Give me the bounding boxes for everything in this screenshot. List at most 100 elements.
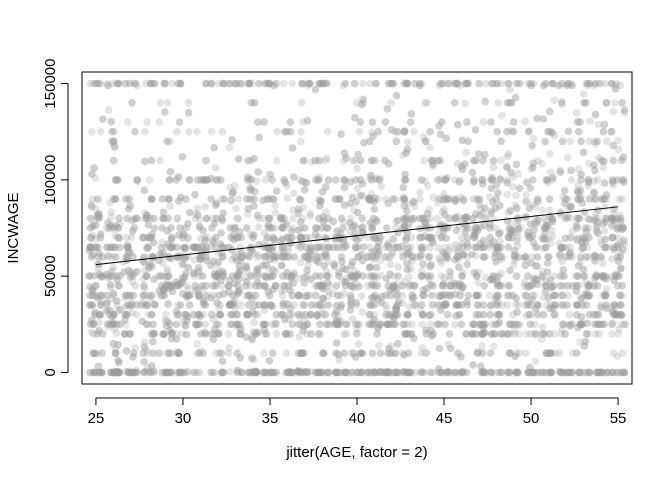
data-point bbox=[404, 200, 413, 208]
data-point bbox=[602, 368, 611, 377]
data-point bbox=[581, 224, 589, 232]
data-point bbox=[382, 320, 391, 329]
data-point bbox=[333, 311, 342, 320]
data-point bbox=[394, 301, 402, 309]
data-point bbox=[321, 156, 330, 165]
data-point bbox=[608, 320, 616, 329]
data-point bbox=[441, 210, 449, 219]
data-point bbox=[470, 330, 479, 338]
data-point bbox=[542, 301, 551, 309]
data-point bbox=[590, 137, 599, 146]
data-point bbox=[591, 166, 599, 175]
data-point bbox=[88, 195, 97, 203]
data-point bbox=[487, 79, 496, 88]
data-point bbox=[246, 230, 255, 239]
data-point bbox=[547, 79, 556, 88]
data-point bbox=[296, 196, 305, 204]
data-point bbox=[512, 191, 520, 200]
data-point bbox=[313, 312, 322, 320]
data-point bbox=[454, 243, 463, 252]
data-point bbox=[370, 247, 379, 256]
data-point bbox=[294, 320, 302, 329]
data-point bbox=[209, 236, 217, 244]
data-point bbox=[278, 291, 287, 300]
data-point bbox=[398, 299, 407, 308]
data-point bbox=[112, 320, 121, 329]
data-point bbox=[533, 195, 542, 203]
data-point bbox=[512, 294, 520, 302]
data-point bbox=[163, 267, 172, 276]
data-point bbox=[172, 320, 181, 329]
data-point bbox=[576, 253, 585, 262]
data-point bbox=[150, 275, 158, 284]
data-point bbox=[495, 318, 504, 327]
data-point bbox=[333, 291, 342, 300]
data-point bbox=[592, 227, 601, 236]
data-point bbox=[108, 127, 116, 136]
data-point bbox=[234, 195, 243, 203]
data-point bbox=[446, 282, 455, 290]
data-point bbox=[434, 243, 442, 252]
data-point bbox=[574, 214, 582, 223]
data-point bbox=[341, 368, 350, 377]
data-point bbox=[591, 274, 599, 283]
data-point bbox=[92, 291, 100, 300]
data-point bbox=[595, 320, 604, 329]
data-point bbox=[546, 275, 555, 284]
data-point bbox=[614, 214, 622, 223]
data-point bbox=[342, 320, 351, 329]
data-point bbox=[576, 338, 584, 346]
data-point bbox=[475, 196, 484, 205]
data-point bbox=[215, 320, 223, 329]
data-point bbox=[346, 291, 355, 300]
data-point bbox=[207, 330, 215, 338]
data-point bbox=[574, 189, 583, 197]
data-point bbox=[497, 368, 506, 377]
data-point bbox=[603, 243, 611, 252]
data-point bbox=[511, 93, 520, 102]
data-point bbox=[522, 349, 530, 358]
data-point bbox=[129, 291, 138, 300]
data-point bbox=[298, 310, 306, 319]
data-point bbox=[311, 250, 320, 259]
data-point bbox=[91, 235, 100, 243]
data-point bbox=[351, 353, 360, 361]
data-point bbox=[176, 79, 185, 88]
data-point bbox=[202, 291, 211, 300]
data-point bbox=[190, 269, 198, 277]
data-point bbox=[360, 138, 368, 147]
data-point bbox=[603, 214, 611, 223]
data-point bbox=[150, 224, 159, 232]
data-point bbox=[126, 248, 134, 257]
data-point bbox=[371, 79, 380, 88]
data-point bbox=[286, 368, 294, 377]
data-point bbox=[374, 323, 383, 332]
data-point bbox=[233, 320, 242, 329]
data-point bbox=[266, 273, 275, 281]
data-point bbox=[503, 368, 512, 377]
data-point bbox=[591, 110, 600, 119]
data-point bbox=[609, 178, 617, 186]
data-point bbox=[334, 368, 343, 377]
data-point bbox=[237, 249, 246, 257]
data-point bbox=[349, 349, 358, 358]
data-point bbox=[450, 176, 459, 184]
data-point bbox=[526, 301, 535, 309]
data-point bbox=[121, 302, 130, 311]
data-point bbox=[617, 320, 626, 329]
data-point bbox=[260, 301, 269, 309]
data-point bbox=[268, 368, 277, 377]
data-point bbox=[542, 79, 550, 88]
data-point bbox=[199, 310, 208, 319]
data-point bbox=[607, 127, 616, 136]
data-point bbox=[277, 214, 285, 222]
data-point bbox=[418, 245, 426, 253]
data-point bbox=[353, 243, 362, 252]
data-point bbox=[609, 233, 617, 242]
data-point bbox=[324, 301, 332, 309]
data-point bbox=[97, 298, 106, 306]
data-point bbox=[253, 278, 262, 286]
data-point bbox=[265, 224, 274, 232]
data-point bbox=[351, 176, 360, 184]
data-point bbox=[146, 368, 155, 377]
